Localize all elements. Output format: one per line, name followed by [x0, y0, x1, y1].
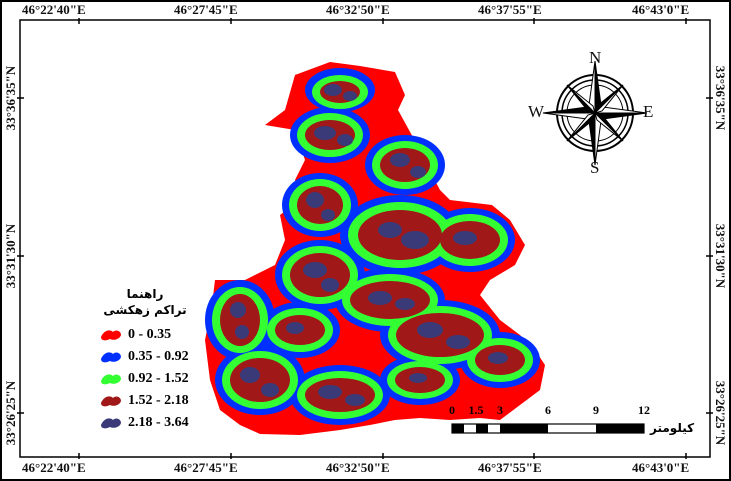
scale-unit-label: کیلومتر [650, 421, 695, 435]
scale-bar-graphic [451, 423, 645, 434]
left-tick-label: 33°31'30"N [3, 223, 18, 289]
compass-south-label: S [590, 158, 600, 177]
top-tick-label: 46°22'40"E [22, 2, 86, 17]
scale-label: 0 [449, 403, 455, 417]
compass-north-label: N [589, 48, 602, 67]
legend-label: 2.18 - 3.64 [128, 415, 189, 430]
legend-subtitle: تراکم زهکشی [103, 303, 187, 317]
legend-swatch [101, 374, 121, 385]
legend-item: 0 - 0.35 [100, 324, 230, 346]
legend-item: 0.92 - 1.52 [100, 368, 230, 390]
legend-swatch [101, 330, 121, 341]
legend-item: 2.18 - 3.64 [100, 412, 230, 434]
legend-label: 1.52 - 2.18 [128, 393, 189, 408]
bottom-tick-label: 46°32'50"E [326, 460, 390, 475]
top-tick-label: 46°43'0"E [632, 2, 690, 17]
top-tick-label: 46°32'50"E [326, 2, 390, 17]
legend-item: 0.35 - 0.92 [100, 346, 230, 368]
legend-swatch [101, 352, 121, 363]
north-arrow: N S E W [525, 48, 665, 178]
bottom-tick-label: 46°37'55"E [478, 460, 542, 475]
bottom-tick-label: 46°43'0"E [632, 460, 690, 475]
compass-west-label: W [528, 102, 545, 121]
bottom-tick-label: 46°22'40"E [22, 460, 86, 475]
right-tick-label: 33°31'30"N [713, 223, 728, 289]
drainage-density-map [205, 62, 545, 435]
compass-rose-graphic [542, 60, 648, 166]
left-tick-label: 33°26'25"N [3, 380, 18, 446]
bottom-tick-label: 46°27'45"E [174, 460, 238, 475]
legend-item: 1.52 - 2.18 [100, 390, 230, 412]
scale-label: 9 [593, 403, 599, 417]
left-tick-label: 33°36'35"N [3, 65, 18, 131]
legend-label: 0.92 - 1.52 [128, 371, 189, 386]
legend-title: راهنما [126, 287, 164, 301]
scale-label: 1.5 [468, 403, 484, 417]
right-tick-label: 33°36'35"N [713, 65, 728, 131]
top-tick-label: 46°27'45"E [174, 2, 238, 17]
scale-label: 12 [638, 403, 650, 417]
map-legend: راهنما تراکم زهکشی 0 - 0.35 0.35 - 0.92 … [100, 286, 230, 434]
compass-east-label: E [643, 102, 654, 121]
right-tick-label: 33°26'25"N [713, 380, 728, 446]
scale-label: 6 [545, 403, 551, 417]
scale-label: 3 [497, 403, 503, 417]
legend-swatch [101, 418, 121, 429]
scale-bar: 0 1.5 3 6 9 12 [440, 403, 650, 443]
legend-swatch [101, 396, 121, 407]
legend-label: 0.35 - 0.92 [128, 349, 189, 364]
legend-label: 0 - 0.35 [128, 327, 172, 342]
top-tick-label: 46°37'55"E [478, 2, 542, 17]
